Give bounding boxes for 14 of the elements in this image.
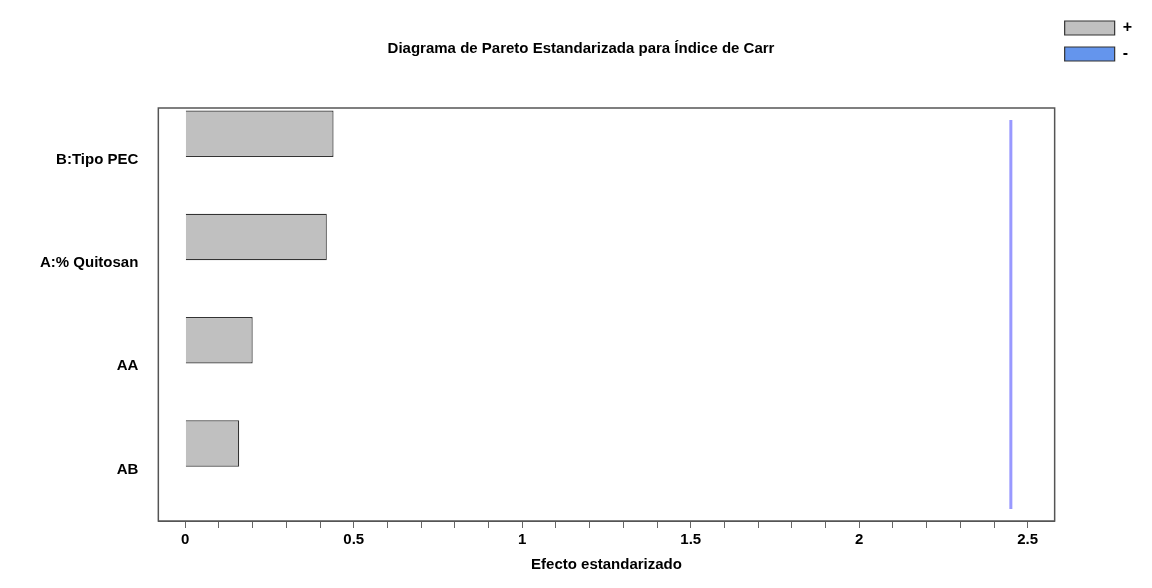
chart-title: Diagrama de Pareto Estandarizada para Índice de Carr bbox=[387, 39, 775, 57]
x-tick-label: 2 bbox=[855, 530, 864, 548]
y-tick-label: AA bbox=[116, 356, 139, 374]
y-tick-label: A:% Quitosan bbox=[39, 253, 139, 271]
y-tick-label: AB bbox=[116, 459, 139, 477]
x-tick-label: 0.5 bbox=[343, 530, 365, 548]
x-tick-label: 0 bbox=[181, 530, 190, 548]
legend-label: + bbox=[1122, 18, 1132, 36]
x-tick-label: 2.5 bbox=[1017, 530, 1039, 548]
legend-label: - bbox=[1122, 44, 1128, 62]
x-tick-label: 1 bbox=[518, 530, 527, 548]
y-tick-label: B:Tipo PEC bbox=[56, 149, 139, 167]
x-tick-label: 1.5 bbox=[680, 530, 702, 548]
x-axis-title: Efecto estandarizado bbox=[531, 555, 682, 573]
